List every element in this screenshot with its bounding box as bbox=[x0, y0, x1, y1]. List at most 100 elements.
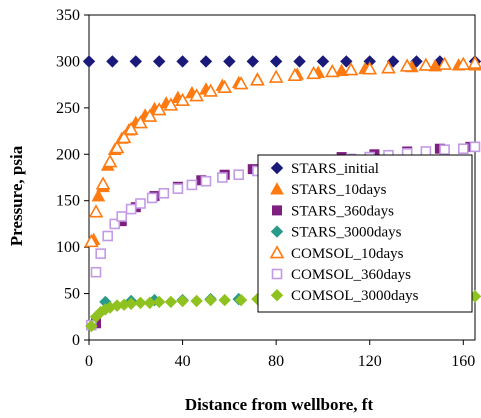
data-point bbox=[386, 55, 400, 68]
data-point bbox=[343, 62, 359, 76]
data-point bbox=[381, 60, 396, 74]
legend-label: COMSOL_10days bbox=[291, 246, 404, 262]
data-point bbox=[455, 56, 471, 70]
legend-marker bbox=[269, 245, 285, 259]
data-point bbox=[163, 97, 179, 111]
y-axis-title: Pressure, psia bbox=[7, 145, 26, 246]
data-point bbox=[217, 79, 233, 94]
y-tick-label: 100 bbox=[56, 239, 80, 256]
data-point bbox=[218, 293, 231, 307]
data-point bbox=[85, 319, 98, 333]
data-point bbox=[324, 63, 340, 78]
data-point bbox=[268, 69, 284, 83]
data-point bbox=[233, 76, 249, 90]
data-point bbox=[95, 248, 106, 259]
y-tick-label: 250 bbox=[56, 100, 80, 117]
data-point bbox=[90, 266, 102, 278]
y-tick-label: 50 bbox=[64, 286, 80, 303]
data-point bbox=[143, 296, 157, 310]
data-point bbox=[316, 55, 330, 68]
data-point bbox=[203, 83, 219, 97]
legend-box bbox=[257, 154, 473, 313]
data-point bbox=[269, 55, 283, 68]
x-tick-label: 160 bbox=[451, 353, 475, 370]
data-point bbox=[223, 55, 236, 68]
x-tick-label: 80 bbox=[268, 353, 284, 370]
legend-label: COMSOL_3000days bbox=[291, 288, 419, 304]
data-point bbox=[176, 55, 189, 68]
y-axis: 0 50 100 150 200 250 300 350 bbox=[56, 7, 89, 349]
data-point bbox=[142, 108, 158, 122]
data-point bbox=[152, 55, 166, 68]
data-point bbox=[306, 65, 321, 80]
series-stars-initial bbox=[82, 55, 481, 68]
legend-label: COMSOL_360days bbox=[291, 267, 411, 283]
data-point bbox=[102, 230, 114, 242]
plot-area bbox=[88, 14, 476, 341]
data-point bbox=[246, 55, 259, 68]
data-point bbox=[204, 293, 217, 307]
data-point bbox=[109, 140, 125, 154]
legend-marker bbox=[271, 268, 283, 280]
legend-marker bbox=[270, 225, 284, 238]
data-point bbox=[362, 61, 378, 75]
x-axis: 0 40 80 120 160 bbox=[85, 340, 475, 370]
data-point bbox=[88, 204, 104, 218]
legend-label: STARS_3000days bbox=[291, 225, 402, 241]
data-point bbox=[82, 55, 96, 68]
data-point bbox=[135, 198, 146, 209]
data-point bbox=[116, 211, 128, 222]
x-tick-label: 40 bbox=[175, 353, 191, 370]
legend-label: STARS_10days bbox=[291, 182, 387, 198]
y-tick-label: 300 bbox=[56, 53, 80, 70]
data-point bbox=[189, 88, 204, 102]
data-point bbox=[410, 55, 423, 68]
data-point bbox=[158, 187, 170, 199]
data-point bbox=[95, 176, 111, 190]
data-point bbox=[199, 55, 213, 68]
x-tick-label: 0 bbox=[85, 353, 93, 370]
data-point bbox=[176, 294, 189, 308]
data-point bbox=[293, 55, 306, 68]
data-point bbox=[146, 192, 158, 204]
data-point bbox=[109, 218, 121, 230]
data-point bbox=[186, 179, 198, 191]
data-point bbox=[116, 129, 132, 144]
data-point bbox=[340, 55, 353, 68]
data-point bbox=[399, 58, 415, 72]
data-point bbox=[123, 121, 139, 135]
plot-border bbox=[88, 14, 476, 341]
data-point bbox=[175, 92, 190, 107]
data-point bbox=[129, 55, 142, 68]
data-point bbox=[287, 67, 303, 81]
data-point bbox=[164, 295, 178, 309]
x-axis-title: Distance from wellbore, ft bbox=[185, 395, 374, 414]
data-point bbox=[418, 57, 434, 71]
data-point bbox=[234, 293, 248, 307]
data-point bbox=[200, 175, 212, 187]
data-point bbox=[469, 141, 481, 153]
data-point bbox=[152, 295, 166, 309]
data-point bbox=[133, 115, 148, 129]
data-point bbox=[439, 144, 450, 155]
legend-marker bbox=[270, 161, 284, 175]
data-point bbox=[190, 294, 203, 308]
y-tick-label: 200 bbox=[56, 146, 80, 163]
legend-label: STARS_360days bbox=[291, 203, 394, 219]
data-point bbox=[106, 55, 119, 68]
data-point bbox=[91, 189, 106, 202]
data-point bbox=[467, 55, 481, 69]
data-point bbox=[102, 154, 118, 168]
data-point bbox=[151, 102, 167, 116]
data-point bbox=[83, 233, 99, 248]
legend-marker bbox=[270, 182, 284, 195]
series-comsol-10days bbox=[83, 55, 481, 248]
legend-marker bbox=[272, 205, 282, 216]
y-tick-label: 0 bbox=[72, 332, 80, 349]
legend-label: STARS_initial bbox=[291, 161, 379, 177]
data-point bbox=[217, 172, 228, 183]
data-point bbox=[134, 296, 147, 310]
legend-marker bbox=[270, 288, 284, 302]
data-point bbox=[250, 72, 265, 86]
data-point bbox=[124, 297, 138, 310]
